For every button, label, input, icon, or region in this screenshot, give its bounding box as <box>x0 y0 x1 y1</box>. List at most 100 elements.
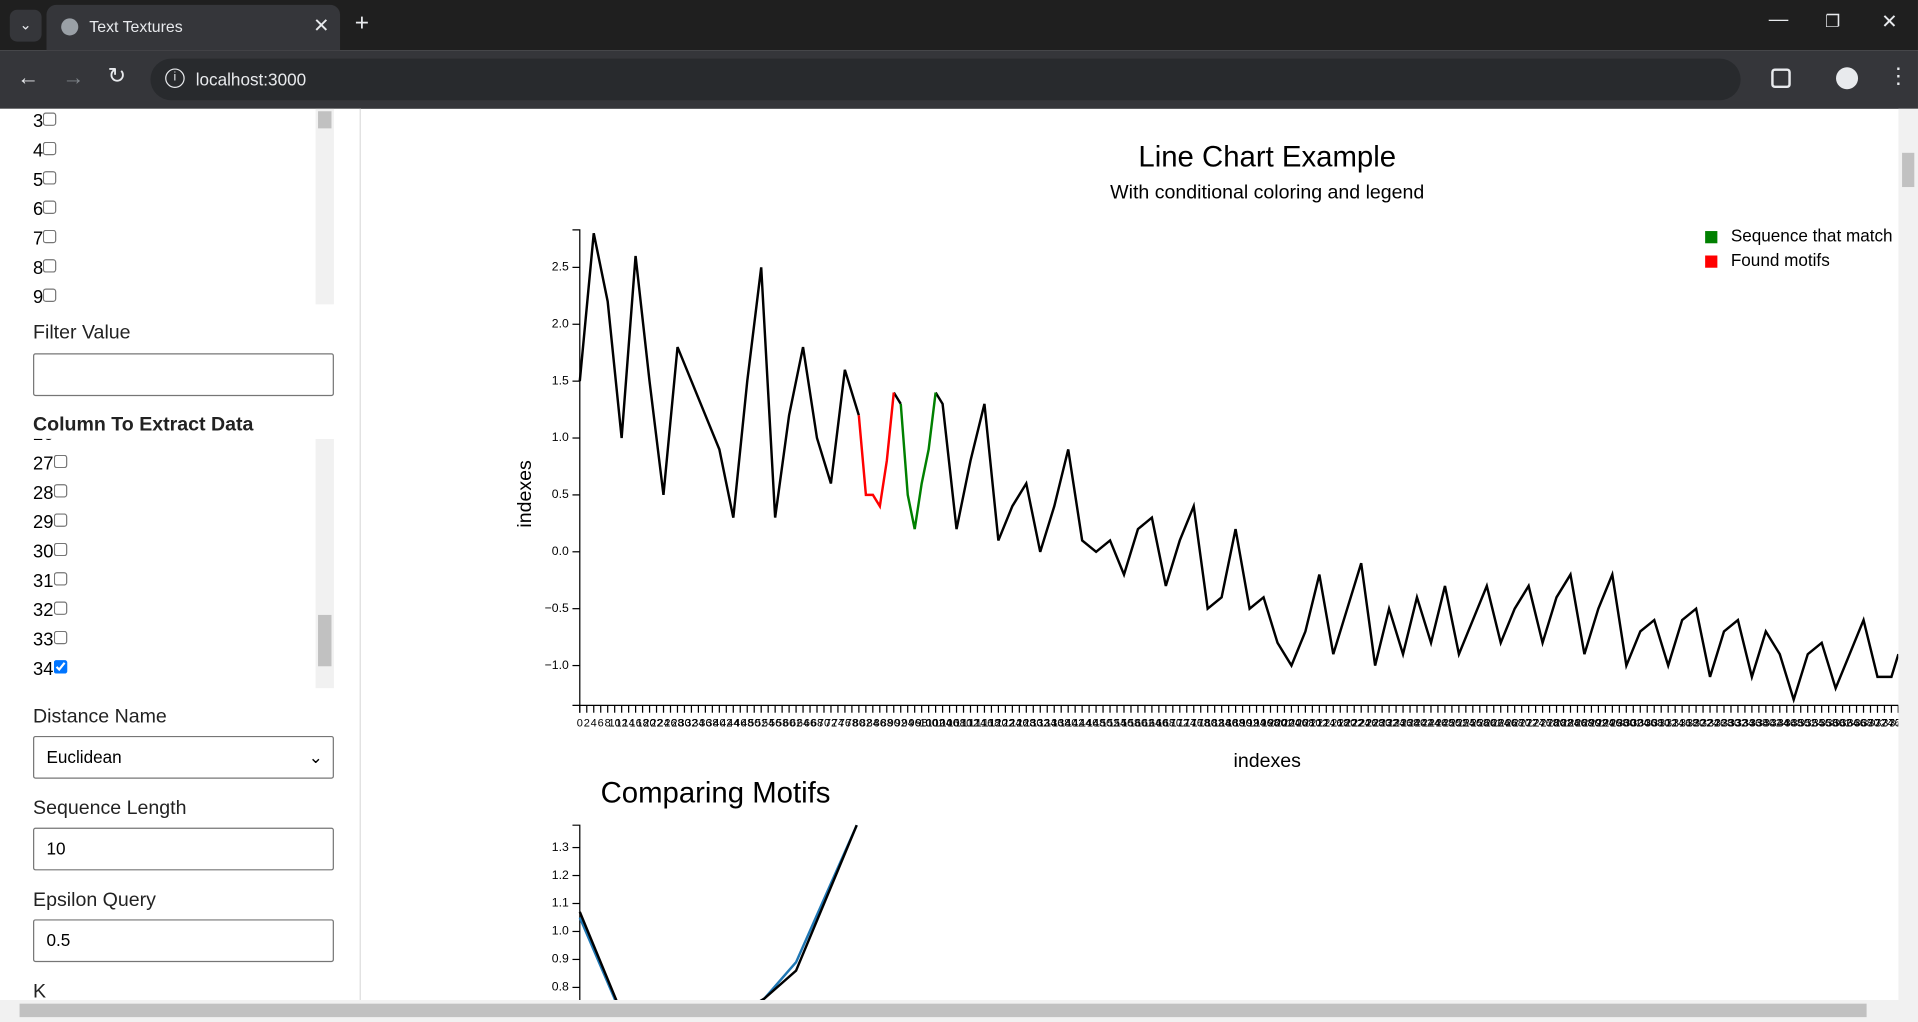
x-tick-label: 364 <box>1840 718 1858 730</box>
x-tick-label: 362 <box>1833 718 1851 730</box>
x-tick-label: 220 <box>1338 718 1356 730</box>
checkbox[interactable] <box>53 484 67 498</box>
forward[interactable]: → <box>62 64 85 90</box>
x-tick-label: 84 <box>867 718 879 730</box>
label: Sequence Length <box>33 798 187 820</box>
address-bar[interactable]: i localhost:3000 <box>150 58 1741 101</box>
x-tick-label: 76 <box>839 718 851 730</box>
checkbox-item: 5 <box>33 166 57 195</box>
checkbox-label: 32 <box>33 600 54 622</box>
x-tick-label: 50 <box>748 718 760 730</box>
x-tick-label: 286 <box>1568 718 1586 730</box>
x-tick-label: 278 <box>1540 718 1558 730</box>
distance-select[interactable]: Euclidean ⌄ <box>33 735 334 779</box>
y-tick-label: 2.0 <box>552 316 569 330</box>
menu[interactable]: ⋮ <box>1887 63 1910 89</box>
x-tick-label: 102 <box>926 718 944 730</box>
x-tick-label: 260 <box>1478 718 1496 730</box>
x-tick-label: 182 <box>1206 718 1224 730</box>
site-info[interactable]: i <box>165 68 185 89</box>
y-axis <box>572 824 581 1001</box>
checkbox-item: 29 <box>33 509 67 538</box>
charts: Line Chart Example With conditional color… <box>514 141 1899 1001</box>
checkbox[interactable] <box>53 513 67 527</box>
checkbox-label: 6 <box>33 199 44 221</box>
x-tick-label: 70 <box>818 718 830 730</box>
filter-input[interactable] <box>33 353 334 397</box>
data-line <box>578 824 858 1001</box>
data-line <box>857 392 896 510</box>
x-tick-label: 248 <box>1436 718 1454 730</box>
epsilon-input[interactable]: 0.5 <box>33 919 334 963</box>
x-tick-label: 132 <box>1031 718 1049 730</box>
x-tick-label: 0 <box>577 718 583 730</box>
label: Column To Extract Data <box>33 414 254 436</box>
x-tick-label: 52 <box>755 718 767 730</box>
x-tick-label: 124 <box>1003 718 1021 730</box>
checkbox[interactable] <box>43 141 57 156</box>
x-tick-label: 16 <box>629 718 641 730</box>
checkbox[interactable] <box>43 259 57 273</box>
tab-close[interactable]: ✕ <box>313 15 330 37</box>
checkbox[interactable] <box>53 660 67 674</box>
extensions[interactable] <box>1771 68 1791 89</box>
x-tick-label: 136 <box>1045 718 1063 730</box>
x-tick-label: 146 <box>1080 718 1098 730</box>
close-window[interactable]: ✕ <box>1881 12 1898 34</box>
x-tick-label: 18 <box>636 718 648 730</box>
checkbox-label: 8 <box>33 257 44 279</box>
new-tab[interactable]: + <box>354 9 370 37</box>
x-tick-label: 312 <box>1659 718 1677 730</box>
minimize[interactable]: — <box>1768 9 1789 31</box>
x-tick-label: 320 <box>1687 718 1705 730</box>
chart-title: Comparing Motifs <box>601 776 831 809</box>
checkbox[interactable] <box>43 288 57 302</box>
x-tick-label: 224 <box>1352 718 1370 730</box>
x-tick-label: 356 <box>1812 718 1830 730</box>
checkbox[interactable] <box>53 572 67 586</box>
x-tick-label: 214 <box>1317 718 1335 730</box>
x-tick-label: 366 <box>1847 718 1865 730</box>
y-tick-label: 0.5 <box>552 487 569 501</box>
x-tick-label: 166 <box>1150 718 1168 730</box>
tab-icon <box>61 18 79 36</box>
x-tick-label: 26 <box>664 718 676 730</box>
profile[interactable] <box>1836 67 1859 90</box>
y-tick-label: 2.5 <box>552 260 569 274</box>
x-tick-label: 376 <box>1882 718 1898 730</box>
tab[interactable]: Text Textures ✕ <box>46 4 341 51</box>
checkbox[interactable] <box>43 200 57 214</box>
x-tick-label: 200 <box>1268 718 1286 730</box>
checkbox[interactable] <box>53 454 67 469</box>
back[interactable]: ← <box>17 64 40 90</box>
sequence-length-input[interactable]: 10 <box>33 827 334 871</box>
x-tick-label: 2 <box>584 718 590 730</box>
checkbox-label: 27 <box>33 453 54 475</box>
restore[interactable]: ❐ <box>1825 11 1841 31</box>
reload[interactable]: ↻ <box>107 63 127 89</box>
y-tick-label: 1.5 <box>552 373 569 387</box>
x-tick-label: 322 <box>1694 718 1712 730</box>
x-tick-label: 78 <box>846 718 858 730</box>
checkbox-item: 32 <box>33 597 67 626</box>
x-tick-label: 228 <box>1366 718 1384 730</box>
checkbox-item: 7 <box>33 225 57 254</box>
url: localhost:3000 <box>195 69 307 90</box>
checkbox[interactable] <box>53 542 67 557</box>
checkbox[interactable] <box>53 601 67 615</box>
x-tick-label: 304 <box>1631 718 1649 730</box>
x-tick-label: 270 <box>1512 718 1530 730</box>
label: K <box>33 981 47 1001</box>
x-tick-label: 104 <box>933 718 951 730</box>
tab-search[interactable]: ⌄ <box>9 9 42 42</box>
x-tick-label: 240 <box>1408 718 1426 730</box>
x-tick-label: 226 <box>1359 718 1377 730</box>
checkbox[interactable] <box>43 229 57 244</box>
checkbox-item: 9 <box>33 284 57 304</box>
x-axis-label: indexes <box>1234 750 1302 772</box>
checkbox[interactable] <box>53 630 67 645</box>
checkbox[interactable] <box>43 171 57 185</box>
checkbox[interactable] <box>43 112 57 126</box>
x-tick-label: 296 <box>1603 718 1621 730</box>
